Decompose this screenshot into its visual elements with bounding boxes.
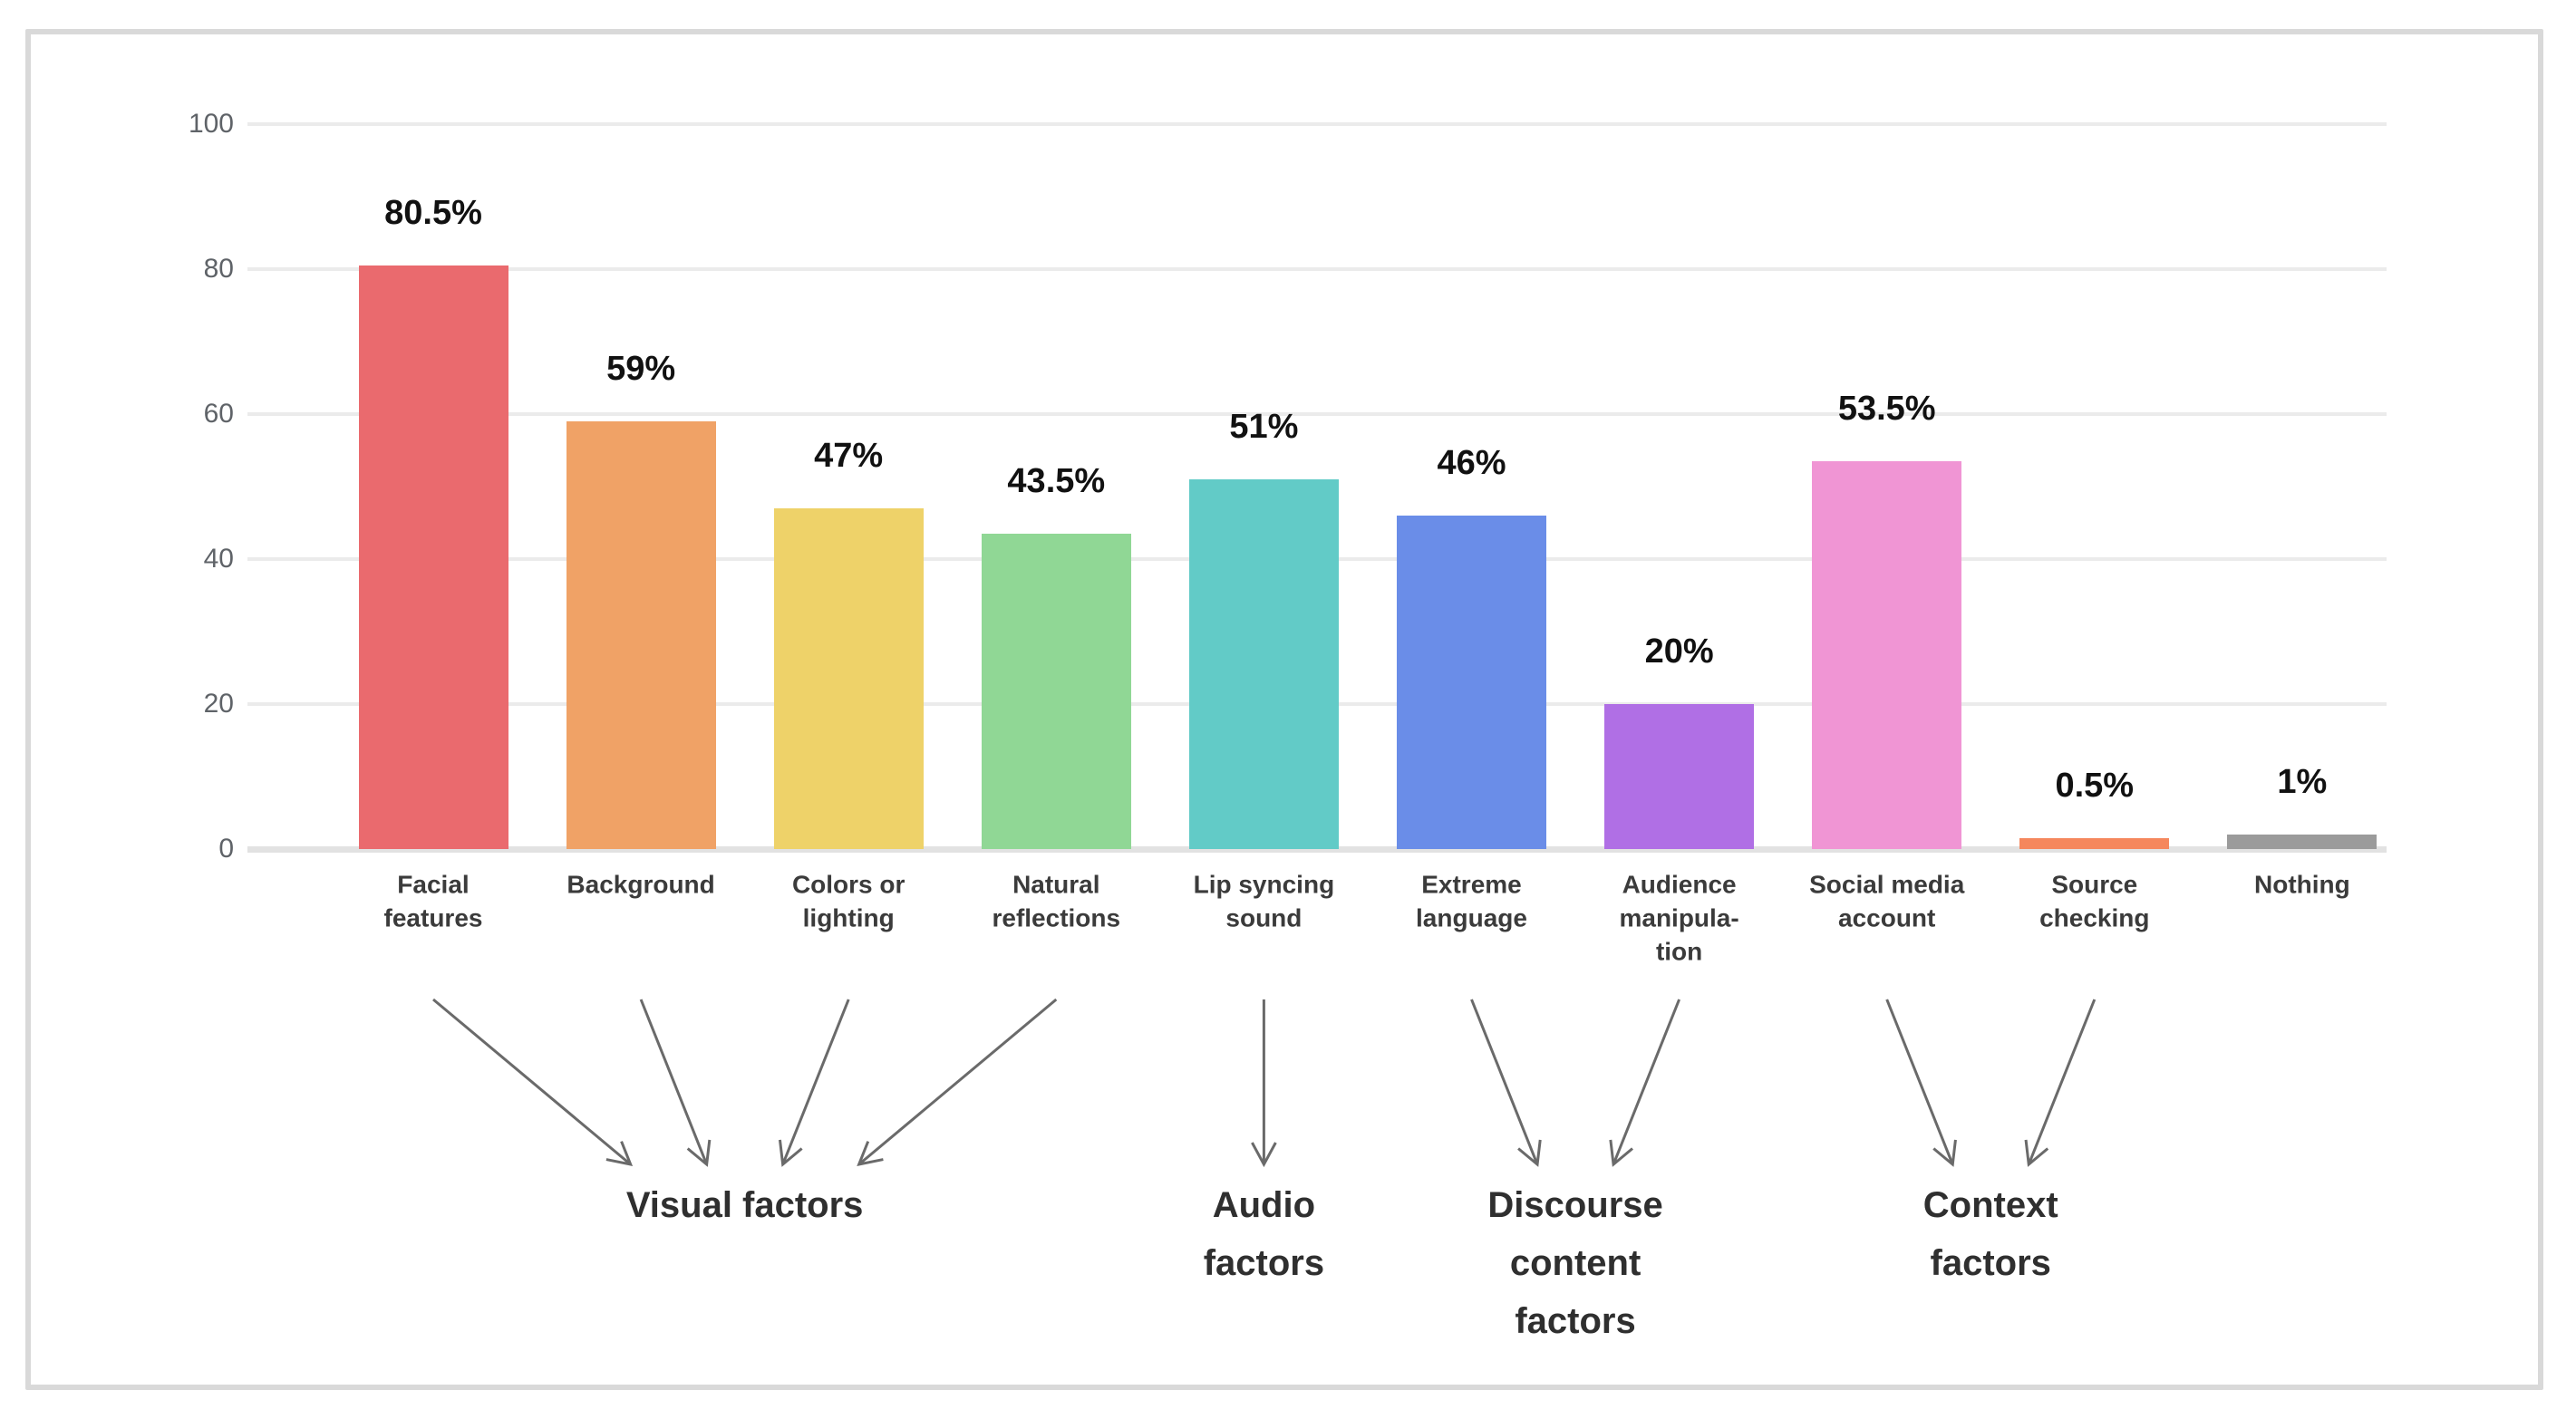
- category-label-extreme-language: language: [1416, 903, 1527, 932]
- y-tick-label: 100: [188, 109, 234, 139]
- bar-natural-reflections: [981, 534, 1131, 849]
- y-tick-label: 60: [203, 399, 234, 429]
- x-axis-line: [247, 846, 2387, 853]
- bar-value-label: 20%: [1644, 632, 1714, 671]
- y-tick-label: 40: [203, 544, 234, 574]
- category-label-lip-syncing-sound: sound: [1225, 903, 1303, 932]
- bar-value-label: 59%: [606, 350, 676, 388]
- group-label-context-factors: factors: [1930, 1243, 2051, 1283]
- arrow-to-context-factors: [1885, 999, 1957, 1167]
- y-tick-label: 80: [203, 254, 234, 284]
- arrow-to-visual-factors: [857, 998, 1058, 1167]
- bar-value-label: 43.5%: [1007, 462, 1106, 500]
- group-label-audio-factors: Audio: [1212, 1185, 1316, 1225]
- chart-card: 0 20 40 60 80 100 80.5% Facial features 59% Backg…: [25, 29, 2543, 1390]
- bar-value-label: 1%: [2277, 763, 2328, 801]
- bar-audience-manipulation: [1604, 704, 1755, 849]
- group-label-discourse-content-factors: content: [1509, 1243, 1641, 1283]
- factor-groups: Visual factors Audio factors Discourse conte…: [31, 34, 2538, 1385]
- bar-facial-features: [358, 265, 508, 849]
- category-label-social-media-account: Social media: [1809, 870, 1965, 899]
- bar-chart: 80.5% Facial features 59% Background 47% Color…: [31, 34, 2538, 1385]
- category-label-audience-manipulation: Audience: [1622, 870, 1737, 899]
- category-label-audience-manipulation: tion: [1655, 937, 1703, 966]
- group-label-discourse-content-factors: factors: [1515, 1301, 1636, 1341]
- bar-value-label: 46%: [1437, 444, 1506, 482]
- category-label-audience-manipulation: manipula-: [1619, 903, 1739, 932]
- arrow-to-visual-factors: [778, 999, 850, 1167]
- category-label-source-checking: checking: [2039, 903, 2150, 932]
- group-label-visual-factors: Visual factors: [625, 1185, 864, 1225]
- group-label-discourse-content-factors: Discourse: [1487, 1185, 1663, 1225]
- arrow-to-discourse-content-factors: [1470, 999, 1542, 1167]
- category-label-extreme-language: Extreme: [1421, 870, 1522, 899]
- gridline-100: [247, 122, 2387, 126]
- bar-extreme-language: [1397, 516, 1546, 849]
- category-label-lip-syncing-sound: Lip syncing: [1193, 870, 1335, 899]
- bar-lip-syncing-sound: [1188, 479, 1339, 849]
- gridline-60: [247, 412, 2387, 416]
- arrow-to-visual-factors: [639, 999, 712, 1167]
- y-tick-label: 20: [203, 689, 234, 719]
- category-label-natural-reflections: Natural: [1012, 870, 1100, 899]
- category-label-colors-or-lighting: Colors or: [791, 870, 905, 899]
- gridline-80: [247, 267, 2387, 271]
- bar-value-label: 53.5%: [1837, 390, 1936, 428]
- category-label-colors-or-lighting: lighting: [802, 903, 895, 932]
- group-label-context-factors: Context: [1922, 1185, 2058, 1225]
- category-label-natural-reflections: reflections: [992, 903, 1121, 932]
- bar-value-label: 51%: [1229, 408, 1299, 446]
- bar-source-checking: [2019, 838, 2170, 849]
- arrow-to-visual-factors: [432, 998, 634, 1167]
- category-label-facial-features: Facial: [397, 870, 470, 899]
- bar-value-label: 47%: [814, 437, 884, 475]
- bar-nothing: [2227, 835, 2377, 849]
- category-label-source-checking: Source: [2051, 870, 2138, 899]
- category-label-social-media-account: account: [1838, 903, 1936, 932]
- category-label-background: Background: [567, 870, 715, 899]
- arrows-layer: [432, 998, 2097, 1168]
- category-label-nothing: Nothing: [2254, 870, 2350, 899]
- bar-background: [566, 421, 716, 849]
- arrow-to-context-factors: [2024, 999, 2097, 1167]
- bar-colors-or-lighting: [773, 508, 924, 849]
- bar-value-label: 80.5%: [384, 194, 482, 232]
- arrow-to-discourse-content-factors: [1609, 999, 1680, 1167]
- category-label-facial-features: features: [383, 903, 483, 932]
- bar-social-media-account: [1812, 461, 1962, 849]
- group-label-audio-factors: factors: [1203, 1243, 1325, 1283]
- y-tick-label: 0: [218, 834, 234, 864]
- bar-value-label: 0.5%: [2055, 767, 2135, 805]
